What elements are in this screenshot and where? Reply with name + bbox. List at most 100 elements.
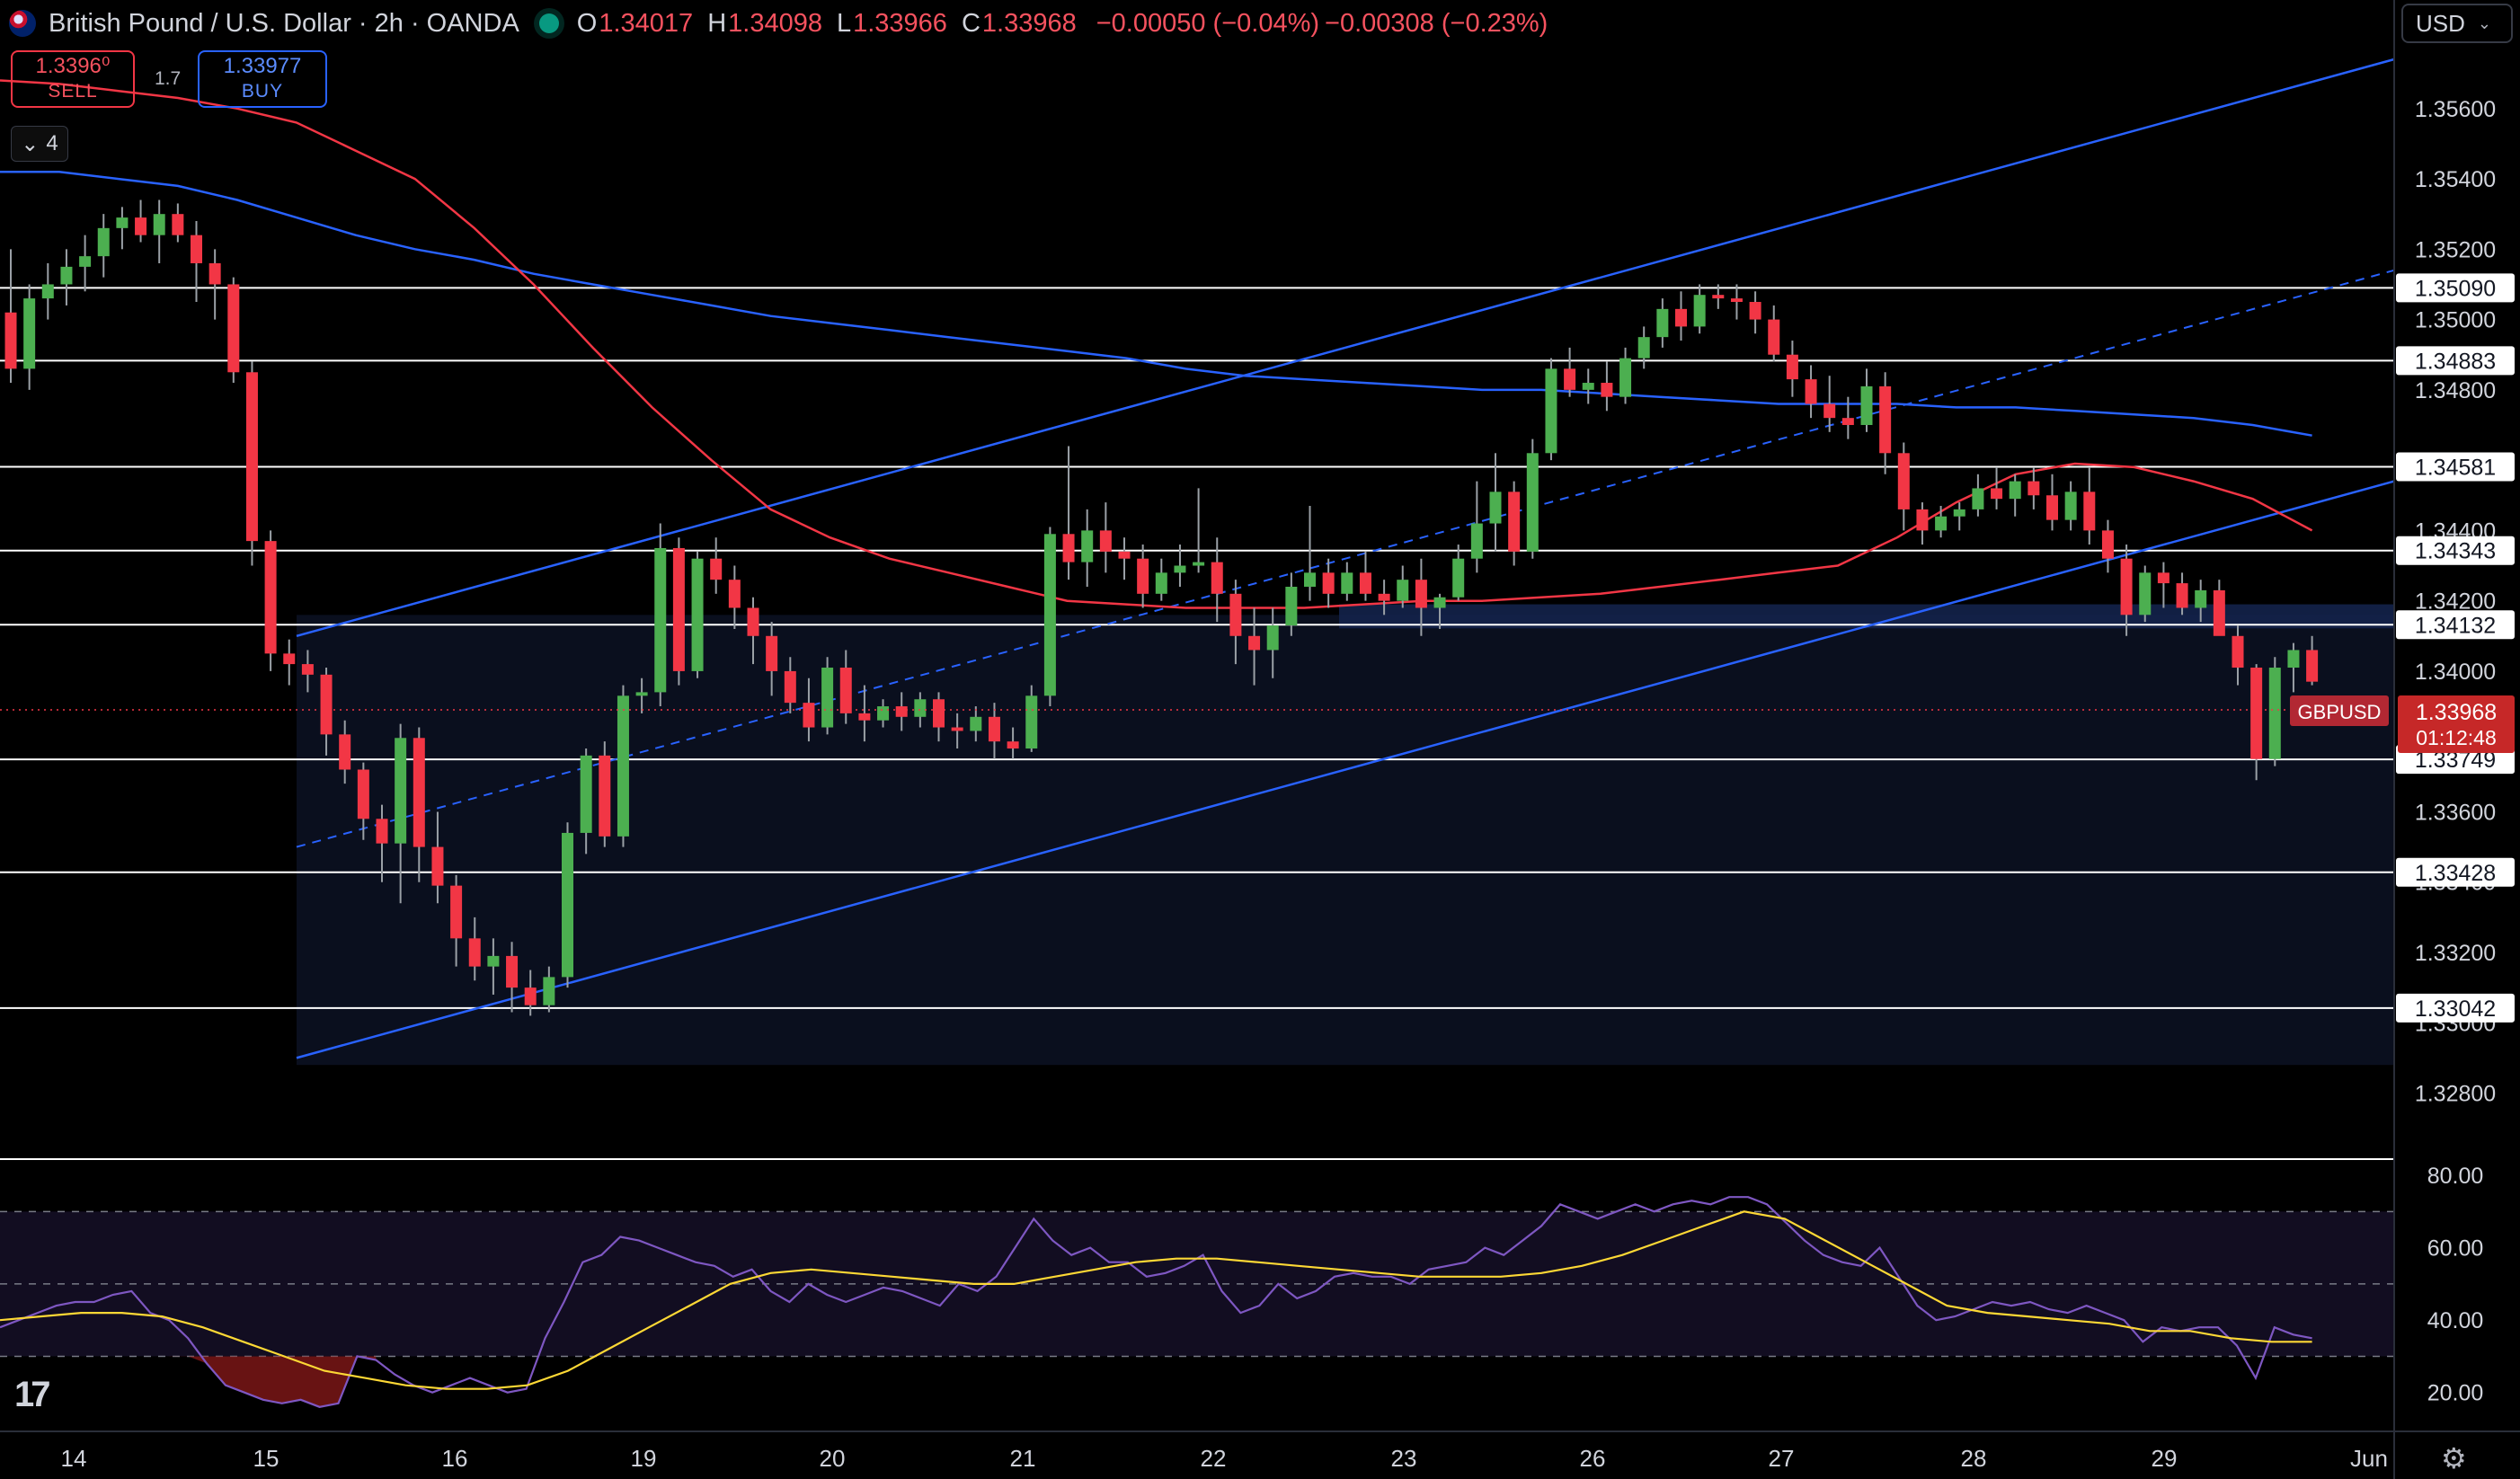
candle-body (1341, 572, 1353, 594)
level-label-bg (2396, 536, 2515, 565)
rsi-ma-line (0, 1210, 2312, 1390)
price-axis[interactable]: 1.356001.354001.352001.350001.348001.344… (2415, 97, 2496, 1107)
candle (1118, 537, 1131, 580)
candle (301, 650, 314, 693)
level-label: 1.34883 (2415, 349, 2496, 374)
candle (2101, 519, 2114, 573)
candle-body (2287, 650, 2300, 669)
candle (116, 207, 129, 250)
candle (2046, 474, 2058, 531)
candle (209, 249, 221, 320)
indicators-toggle-button[interactable]: ⌄ 4 (11, 126, 68, 162)
candle-body (1972, 488, 1984, 509)
gear-icon[interactable]: ⚙ (2441, 1442, 2467, 1475)
open-value: 1.34017 (599, 8, 694, 38)
candle-body (1619, 358, 1632, 397)
candle-body (1601, 383, 1613, 397)
time-tick-label: 28 (1961, 1445, 1987, 1472)
candle (1229, 580, 1242, 665)
candle (524, 970, 537, 1016)
symbol-title[interactable]: British Pound / U.S. Dollar · 2h · OANDA (49, 8, 519, 38)
candle-body (1823, 403, 1836, 419)
candle (1397, 565, 1409, 608)
candle-body (766, 635, 778, 671)
time-tick-label: 20 (820, 1445, 846, 1472)
rsi-pane[interactable] (0, 1196, 2394, 1408)
candle (1099, 502, 1112, 573)
candle (2232, 625, 2244, 686)
candle (4, 249, 17, 384)
candle (191, 221, 202, 303)
candle-body (1953, 509, 1965, 517)
candle (1545, 358, 1557, 461)
candle (839, 650, 852, 724)
candle-body (1786, 354, 1798, 380)
chevron-down-icon: ⌄ (21, 131, 40, 156)
candle-body (2232, 635, 2244, 669)
candle-body (2157, 572, 2170, 584)
candle-body (1248, 635, 1261, 651)
market-open-dot-icon (538, 13, 559, 33)
rsi-tick-label: 40.00 (2427, 1308, 2484, 1333)
candle-body (1693, 295, 1706, 327)
candle-body (2213, 589, 2225, 636)
candle (1211, 537, 1223, 623)
price-tick-label: 1.35400 (2415, 167, 2496, 192)
candle-body (1545, 368, 1557, 454)
channel-shading (297, 615, 2394, 1066)
candle (654, 523, 667, 707)
candle (1508, 481, 1521, 566)
channel-lower-line[interactable] (296, 480, 2395, 1059)
currency-select[interactable]: USD ⌄ (2401, 4, 2513, 43)
candle-body (599, 755, 611, 837)
candle (1972, 474, 1984, 517)
rsi-tick-label: 60.00 (2427, 1236, 2484, 1262)
gbp-usd-flag-icon (9, 10, 36, 37)
candle (895, 692, 908, 731)
candle (635, 678, 648, 713)
sell-button[interactable]: 1.3396⁰ SELL (11, 50, 135, 108)
time-tick-label: 23 (1391, 1445, 1417, 1472)
candle-body (1768, 319, 1780, 355)
candle (562, 822, 573, 988)
tradingview-logo-icon[interactable]: 17 (14, 1375, 50, 1414)
candle (2120, 545, 2133, 636)
candle-body (1155, 572, 1167, 594)
candle-body (4, 312, 17, 369)
candle-body (1526, 453, 1539, 552)
buy-price: 1.33977 (223, 54, 302, 78)
parallel-channel[interactable] (296, 58, 2395, 1059)
time-tick-label: 19 (631, 1445, 657, 1472)
channel-mid-line[interactable] (296, 269, 2395, 848)
time-tick-label: 29 (2152, 1445, 2178, 1472)
candle-body (1841, 418, 1854, 425)
candle (2139, 565, 2152, 623)
candle (1322, 558, 1335, 608)
candle-body (839, 668, 852, 713)
candle (2213, 580, 2225, 636)
candle (97, 214, 110, 278)
candle (1675, 291, 1687, 341)
candle-body (2028, 481, 2040, 496)
low-value: 1.33966 (853, 8, 947, 38)
channel-fill (297, 615, 2394, 1066)
candle-body (1266, 625, 1279, 651)
candle (1304, 505, 1316, 601)
channel-upper-line[interactable] (296, 58, 2395, 637)
candle-body (245, 372, 258, 542)
candle-body (1582, 383, 1594, 390)
candle-body (1043, 534, 1056, 696)
candle (1193, 488, 1205, 573)
candle-body (320, 674, 333, 735)
candle-body (1285, 587, 1298, 626)
candle-body (1916, 509, 1929, 531)
candle-body (1991, 488, 2003, 500)
level-label: 1.34581 (2415, 456, 2496, 481)
candle-body (2195, 589, 2207, 608)
level-label-bg (2396, 273, 2515, 303)
candle (1433, 593, 1446, 629)
buy-button[interactable]: 1.33977 BUY (198, 50, 327, 108)
high-label: H (707, 8, 727, 38)
time-axis[interactable]: 14 15 16 19 20 21 22 23 26 27 28 29 Jun (61, 1445, 2388, 1472)
